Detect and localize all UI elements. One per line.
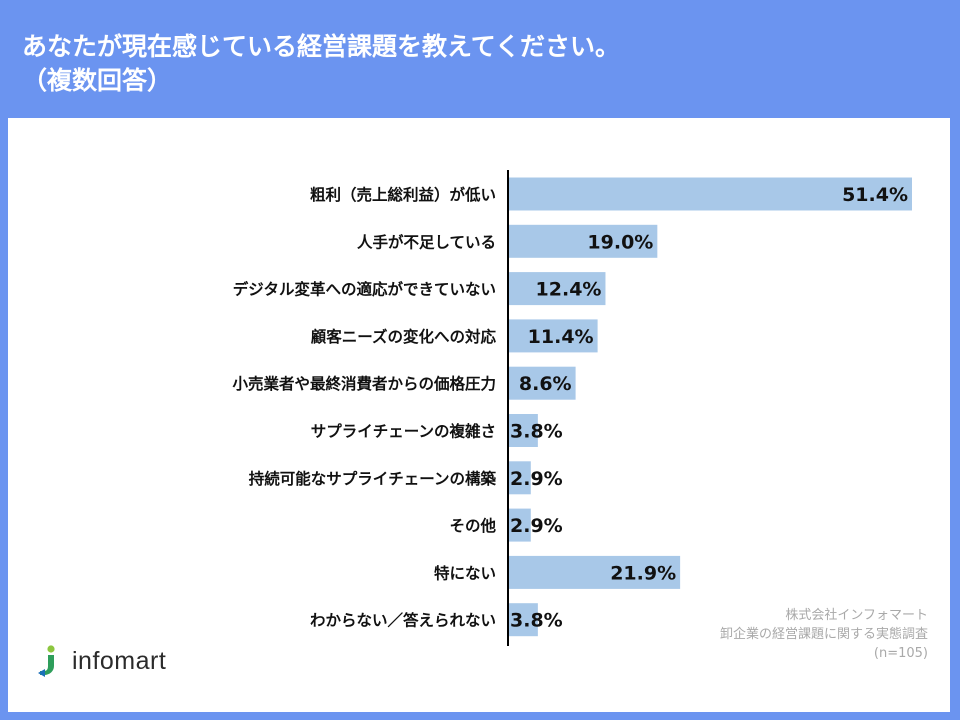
bar-chart: 粗利（売上総利益）が低い 51.4% 人手が不足している 19.0% デジタル変革への適… bbox=[232, 170, 912, 646]
source-note: 株式会社インフォマート 卸企業の経営課題に関する実態調査 (n=105) bbox=[720, 606, 928, 663]
category-label-6: 持続可能なサプライチェーンの構築 bbox=[249, 469, 497, 488]
chart-title-line2: （複数回答） bbox=[22, 66, 173, 95]
bar-3 bbox=[508, 319, 598, 353]
infomart-logo-icon bbox=[38, 645, 55, 677]
data-label-9: 3.8% bbox=[510, 610, 563, 632]
chart-title-line1: あなたが現在感じている経営課題を教えてください。 bbox=[22, 32, 621, 61]
bar-9 bbox=[508, 603, 538, 637]
bar-8 bbox=[508, 555, 681, 589]
category-label-9: わからない／答えられない bbox=[310, 611, 496, 630]
chart-title: あなたが現在感じている経営課題を教えてください。 （複数回答） bbox=[22, 30, 620, 98]
data-label-8: 21.9% bbox=[610, 562, 676, 584]
category-label-5: サプライチェーンの複雑さ bbox=[311, 422, 496, 441]
bar-4 bbox=[508, 366, 576, 400]
chart-panel: 粗利（売上総利益）が低い 51.4% 人手が不足している 19.0% デジタル変革への適… bbox=[8, 118, 950, 712]
category-label-1: 人手が不足している bbox=[357, 232, 496, 251]
category-label-3: 顧客ニーズの変化への対応 bbox=[311, 327, 497, 346]
bar-0 bbox=[508, 177, 912, 211]
source-sample: (n=105) bbox=[873, 646, 928, 661]
category-label-4: 小売業者や最終消費者からの価格圧力 bbox=[232, 374, 496, 393]
logo-text: infomart bbox=[72, 646, 167, 675]
data-label-5: 3.8% bbox=[510, 421, 563, 443]
bar-6 bbox=[508, 461, 531, 495]
source-company: 株式会社インフォマート bbox=[785, 608, 928, 623]
category-label-2: デジタル変革への適応ができていない bbox=[233, 280, 496, 299]
bar-1 bbox=[508, 224, 658, 258]
source-survey: 卸企業の経営課題に関する実態調査 bbox=[719, 627, 928, 642]
data-label-0: 51.4% bbox=[842, 184, 908, 206]
category-label-7: その他 bbox=[449, 516, 496, 535]
bar-2 bbox=[508, 272, 606, 306]
bar-5 bbox=[508, 414, 538, 447]
data-label-6: 2.9% bbox=[510, 468, 563, 490]
data-label-1: 19.0% bbox=[587, 231, 653, 253]
category-label-0: 粗利（売上総利益）が低い bbox=[310, 185, 496, 204]
data-label-2: 12.4% bbox=[536, 279, 602, 301]
category-label-8: 特にない bbox=[434, 563, 496, 582]
bar-7 bbox=[508, 508, 531, 542]
data-label-7: 2.9% bbox=[510, 515, 563, 537]
infomart-logo: infomart bbox=[36, 644, 166, 678]
data-label-4: 8.6% bbox=[519, 373, 572, 395]
data-label-3: 11.4% bbox=[528, 326, 594, 348]
